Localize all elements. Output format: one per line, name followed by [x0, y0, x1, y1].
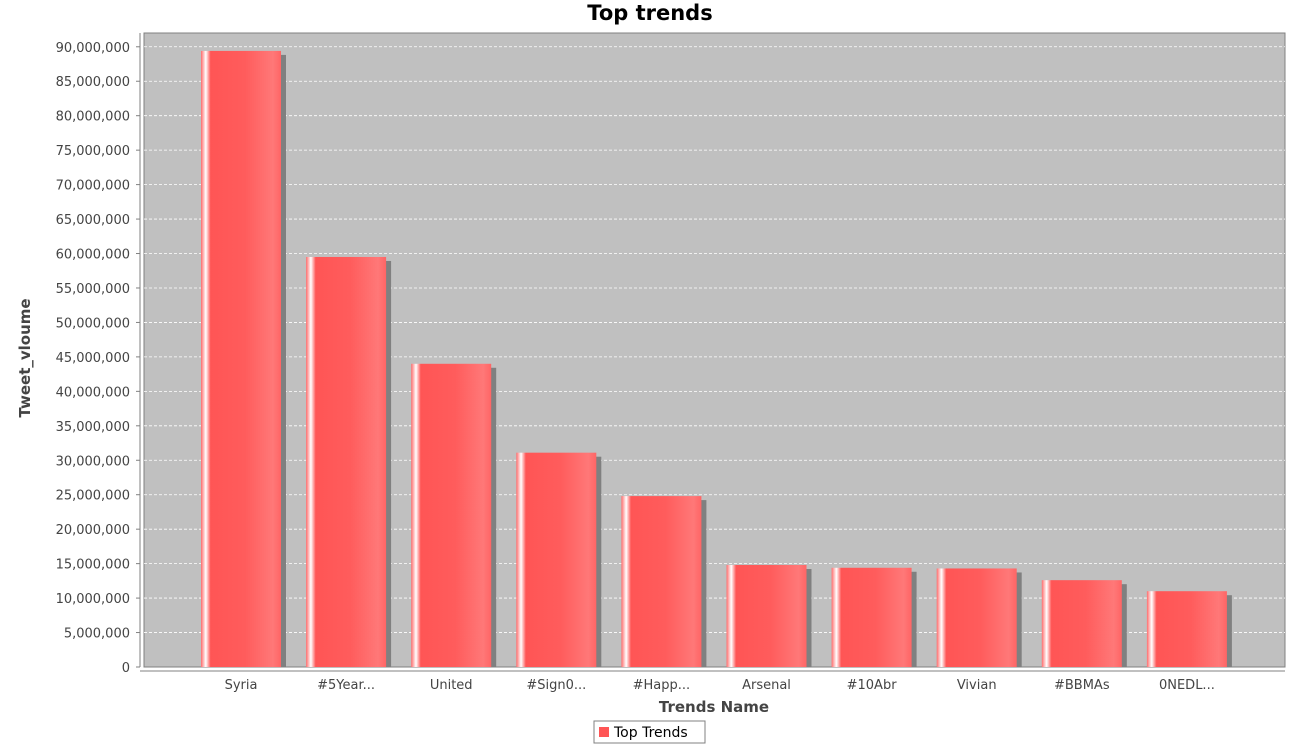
y-tick-label: 35,000,000	[56, 420, 130, 435]
bar-4	[621, 496, 702, 667]
bar-2	[411, 363, 492, 667]
y-tick-labels: 0 5,000,000 10,000,000 15,000,000 20,000,000…	[56, 41, 140, 676]
y-tick-label: 50,000,000	[56, 316, 130, 331]
y-tick-label: 5,000,000	[64, 627, 130, 642]
y-axis-label: Tweet_vloume	[16, 298, 34, 417]
legend-label: Top Trends	[613, 725, 688, 741]
y-tick-label: 10,000,000	[56, 592, 130, 607]
x-tick-label: Arsenal	[742, 678, 791, 693]
y-tick-label: 70,000,000	[56, 179, 130, 194]
x-tick-label: #5Year...	[317, 678, 375, 693]
y-tick-label: 15,000,000	[56, 558, 130, 573]
x-tick-label: #Happ...	[633, 678, 691, 693]
y-tick-label: 60,000,000	[56, 248, 130, 263]
x-tick-labels: Syria #5Year... United #Sign0... #Happ... Ars…	[225, 678, 1215, 693]
y-tick-label: 80,000,000	[56, 110, 130, 125]
x-tick-label: #10Abr	[847, 678, 898, 693]
y-tick-label: 20,000,000	[56, 523, 130, 538]
legend: Top Trends	[593, 720, 706, 744]
legend-swatch	[599, 727, 609, 737]
x-tick-label: United	[430, 678, 473, 693]
bar-8	[1041, 580, 1122, 667]
x-tick-label: 0NEDL...	[1159, 678, 1215, 693]
bar-layer	[201, 50, 1232, 667]
y-tick-label: 65,000,000	[56, 213, 130, 228]
y-tick-label: 30,000,000	[56, 454, 130, 469]
bar-1	[306, 256, 387, 667]
y-tick-label: 45,000,000	[56, 351, 130, 366]
y-tick-label: 25,000,000	[56, 489, 130, 504]
x-tick-label: Vivian	[957, 678, 997, 693]
legend-box	[593, 720, 706, 744]
x-tick-label: #BBMAs	[1054, 678, 1110, 693]
bar-9	[1146, 591, 1227, 667]
y-tick-label: 90,000,000	[56, 41, 130, 56]
y-tick-label: 40,000,000	[56, 385, 130, 400]
x-tick-label: Syria	[225, 678, 258, 693]
y-tick-label: 85,000,000	[56, 75, 130, 90]
x-axis-label: Trends Name	[659, 698, 769, 716]
x-tick-label: #Sign0...	[526, 678, 586, 693]
y-tick-label: 0	[122, 661, 130, 676]
bar-7	[936, 568, 1017, 667]
y-tick-label: 55,000,000	[56, 282, 130, 297]
bar-3	[516, 452, 597, 667]
chart-title: Top trends	[587, 1, 712, 25]
bar-5	[726, 565, 807, 667]
bar-6	[831, 567, 912, 667]
y-tick-label: 75,000,000	[56, 144, 130, 159]
bar-0	[201, 50, 281, 667]
